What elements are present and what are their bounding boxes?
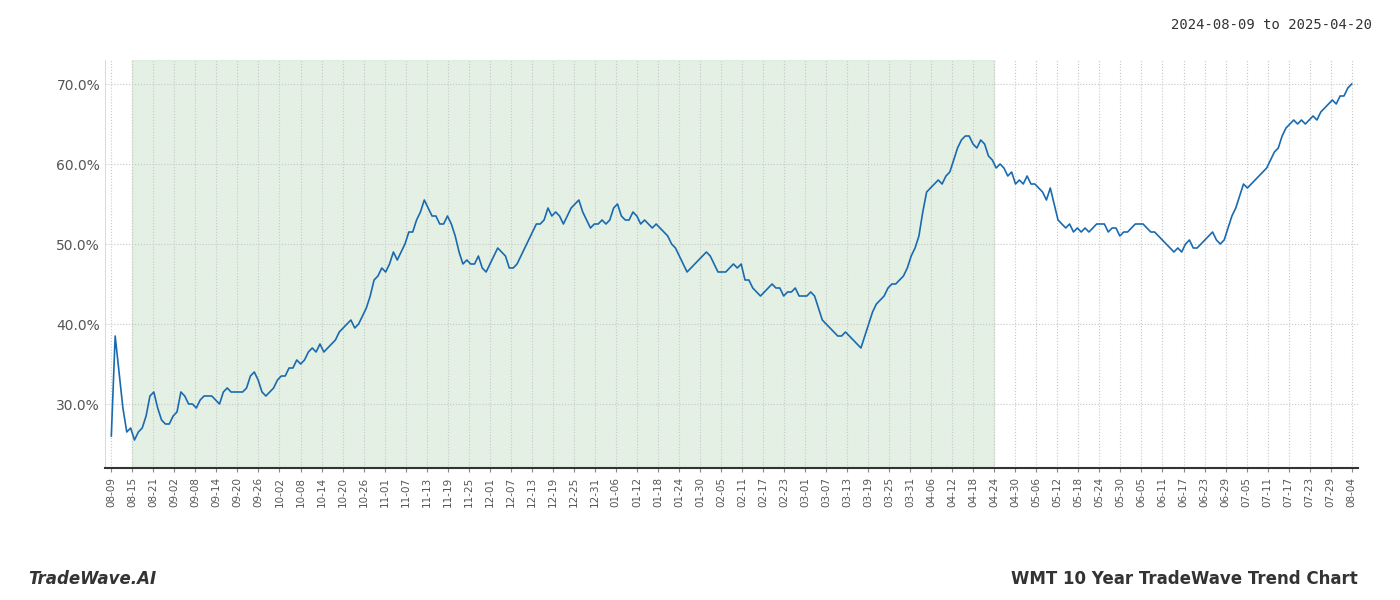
Text: 2024-08-09 to 2025-04-20: 2024-08-09 to 2025-04-20 (1170, 18, 1372, 32)
Text: TradeWave.AI: TradeWave.AI (28, 570, 157, 588)
Text: WMT 10 Year TradeWave Trend Chart: WMT 10 Year TradeWave Trend Chart (1011, 570, 1358, 588)
Bar (133, 60, 994, 468)
